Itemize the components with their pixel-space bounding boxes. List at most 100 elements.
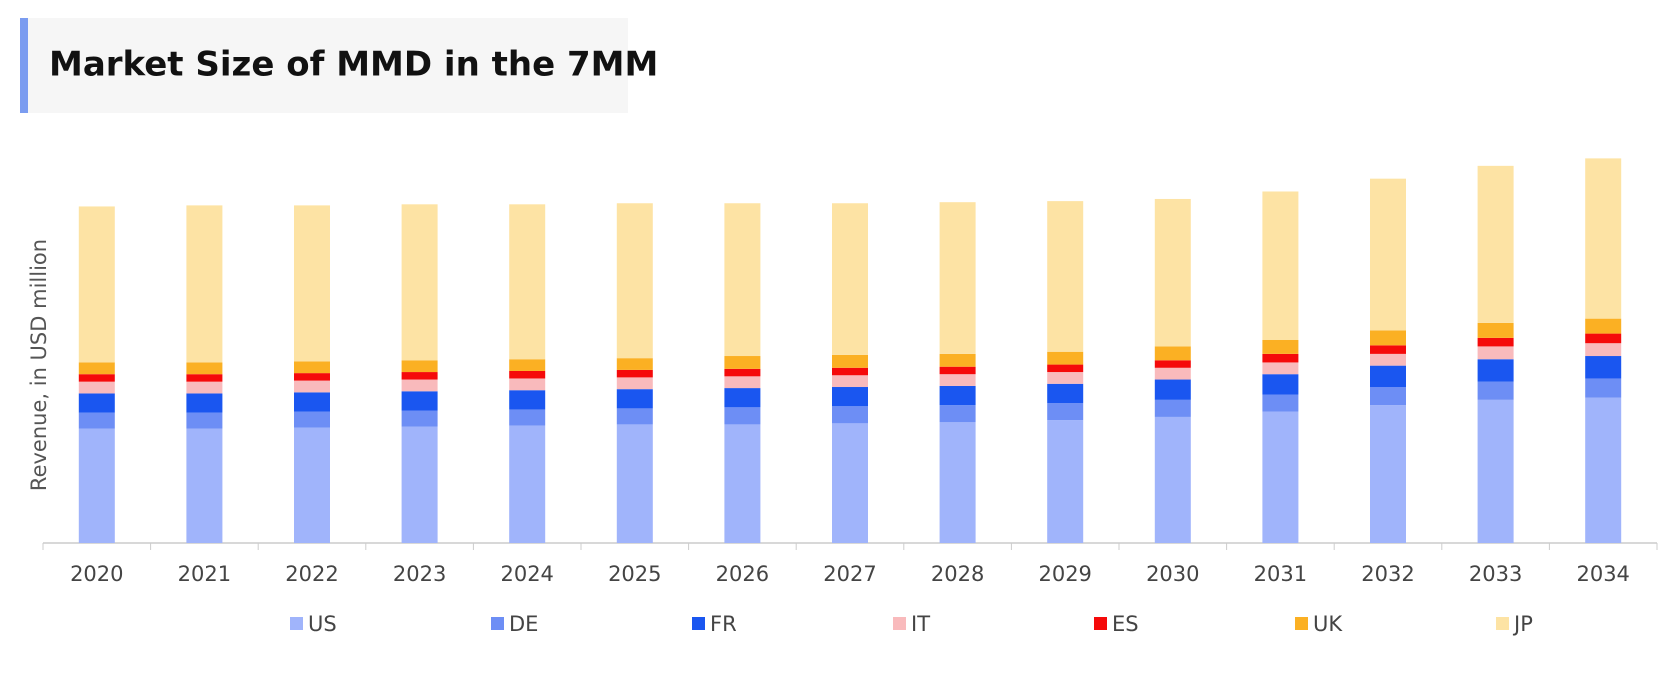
bar-segment — [401, 410, 438, 427]
bar-segment — [832, 387, 868, 407]
bar-segment — [186, 428, 223, 543]
bar-segment — [616, 369, 653, 378]
bar-segment — [939, 405, 976, 423]
chart-title: Market Size of MMD in the 7MM — [49, 45, 658, 85]
bar-segment — [78, 206, 115, 363]
bar-segment — [832, 367, 868, 376]
bar-segment — [1477, 399, 1514, 543]
legend-label: UK — [1313, 612, 1343, 636]
bar-segment — [186, 362, 223, 375]
bar-segment — [294, 392, 330, 412]
bar-segment — [1370, 353, 1406, 366]
bar-segment — [1477, 165, 1514, 323]
legend-label: IT — [911, 612, 930, 636]
bar-segment — [1477, 359, 1514, 382]
legend-swatch — [692, 617, 705, 630]
bar-segment — [1370, 387, 1406, 406]
bar-segment — [1370, 178, 1406, 331]
bar-segment — [724, 203, 761, 357]
bar-segment — [616, 203, 653, 359]
bar-segment — [78, 428, 115, 543]
bar-segment — [401, 379, 438, 392]
bar-segment — [939, 422, 976, 543]
bar-segment — [509, 409, 546, 426]
bar-segment — [294, 411, 330, 428]
bar-segment — [1047, 372, 1084, 384]
bar-segment — [939, 353, 976, 367]
legend-label: US — [308, 612, 337, 636]
bar-segment — [509, 204, 546, 360]
bar-segment — [616, 424, 653, 543]
bar-segment — [939, 374, 976, 386]
bar-segment — [401, 360, 438, 373]
x-tick-label: 2022 — [285, 562, 338, 586]
bar-segment — [1477, 346, 1514, 360]
bar-segment — [1370, 405, 1406, 543]
bar-segment — [939, 202, 976, 354]
bar-segment — [832, 406, 868, 424]
bar-segment — [1477, 322, 1514, 338]
bar-segment — [616, 389, 653, 409]
x-tick-label: 2021 — [178, 562, 231, 586]
bar-segment — [186, 205, 223, 363]
x-tick-label: 2033 — [1469, 562, 1522, 586]
bar-segment — [1154, 346, 1191, 361]
bar-segment — [832, 375, 868, 388]
bar-segment — [1154, 198, 1191, 347]
x-tick-label: 2029 — [1038, 562, 1091, 586]
bar-segment — [1047, 403, 1084, 421]
bar-segment — [1262, 340, 1299, 354]
bar-segment — [509, 390, 546, 410]
bar-segment — [1585, 318, 1622, 334]
bar-segment — [294, 380, 330, 393]
bar-segment — [1585, 333, 1622, 344]
bar-segment — [1262, 374, 1299, 395]
bar-segment — [616, 408, 653, 425]
bar-segment — [1047, 364, 1084, 373]
bar-segment — [724, 368, 761, 377]
legend-label: JP — [1512, 612, 1533, 636]
bar-segment — [1262, 353, 1299, 363]
x-tick-label: 2026 — [716, 562, 769, 586]
bar-segment — [186, 393, 223, 413]
title-box — [20, 18, 628, 113]
bar-segment — [724, 407, 761, 425]
bar-segment — [1370, 345, 1406, 354]
bar-segment — [509, 425, 546, 543]
x-tick-label: 2024 — [500, 562, 553, 586]
bar-segment — [1477, 337, 1514, 347]
bar-segment — [509, 370, 546, 379]
bar-segment — [724, 424, 761, 543]
bar-segment — [1154, 416, 1191, 543]
bar-segment — [1047, 201, 1084, 352]
bar-segment — [1585, 378, 1622, 398]
bar-segment — [1370, 365, 1406, 388]
bar-segment — [1477, 381, 1514, 400]
x-tick-label: 2025 — [608, 562, 661, 586]
bar-segment — [186, 381, 223, 394]
bar-segment — [401, 372, 438, 380]
bar-segment — [294, 361, 330, 374]
bar-segment — [294, 373, 330, 381]
bar-segment — [509, 359, 546, 371]
bar-segment — [401, 391, 438, 411]
legend-swatch — [290, 617, 303, 630]
bar-segment — [1047, 420, 1084, 543]
bar-segment — [724, 388, 761, 408]
x-tick-label: 2034 — [1576, 562, 1629, 586]
bar-segment — [616, 377, 653, 390]
legend-swatch — [1094, 617, 1107, 630]
bar-segment — [78, 412, 115, 429]
bar-segment — [1154, 379, 1191, 400]
x-tick-label: 2020 — [70, 562, 123, 586]
bar-segment — [1262, 191, 1299, 340]
legend-label: FR — [710, 612, 737, 636]
x-tick-label: 2027 — [823, 562, 876, 586]
bar-segment — [939, 385, 976, 406]
legend-label: ES — [1112, 612, 1139, 636]
bar-segment — [1262, 362, 1299, 375]
bar-segment — [1585, 397, 1622, 543]
bar-segment — [616, 358, 653, 370]
x-tick-label: 2030 — [1146, 562, 1199, 586]
bar-segment — [186, 374, 223, 382]
